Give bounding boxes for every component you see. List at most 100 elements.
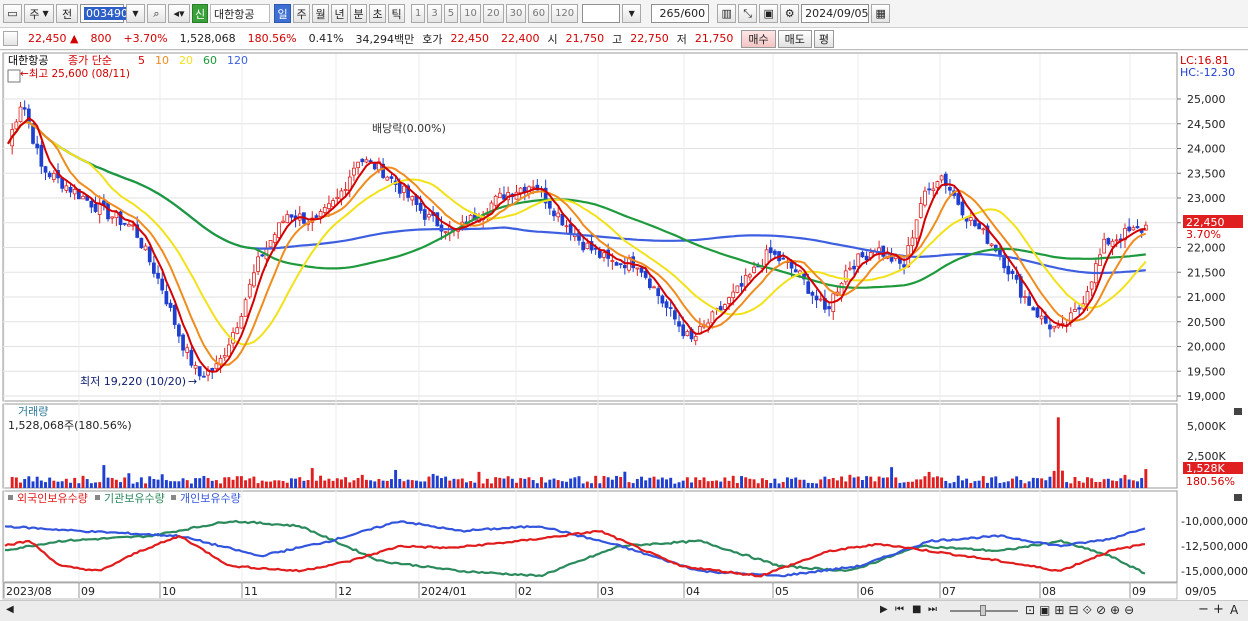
zoom-out-icon[interactable]: −: [1198, 602, 1209, 617]
speaker-icon[interactable]: ◂▾: [168, 4, 190, 23]
save-icon[interactable]: ▣: [759, 4, 779, 23]
volume-bar: [515, 482, 518, 488]
rewind-icon[interactable]: ⏮: [895, 604, 904, 615]
period-tab-2[interactable]: 월: [312, 4, 329, 23]
interval-button-120[interactable]: 120: [551, 4, 579, 23]
low-marker: 최저 19,220 (10/20): [80, 375, 186, 388]
volume-bar: [631, 483, 635, 488]
x-tick-label: 04: [686, 585, 700, 598]
ma-legend: 5 10 20 60 120: [138, 54, 248, 67]
candle-body: [1027, 296, 1031, 306]
chart-area[interactable]: 25,00024,50024,00023,50023,00022,50022,0…: [0, 51, 1248, 621]
chart-tools-icons[interactable]: ⊡▣⊞⊟⟐⊘⊕⊖: [1025, 603, 1139, 617]
candle-body: [531, 186, 536, 189]
volume-bar: [414, 480, 418, 488]
volume-bar: [590, 483, 593, 488]
candle-body: [222, 355, 227, 358]
search-icon[interactable]: ⌕: [147, 4, 166, 23]
panel-config-icon[interactable]: [7, 69, 21, 83]
candle-body: [622, 264, 627, 269]
zoom-slider-handle[interactable]: [980, 605, 986, 616]
forward-icon[interactable]: ⏭: [928, 604, 937, 615]
interval-button-60[interactable]: 60: [528, 4, 550, 23]
zoom-in-icon[interactable]: +: [1213, 602, 1224, 617]
prefix-button[interactable]: 전: [56, 4, 78, 23]
volume-bar: [556, 480, 560, 488]
period-tab-1[interactable]: 주: [293, 4, 310, 23]
holding-close-icon[interactable]: [1234, 494, 1242, 501]
candle-body: [1002, 257, 1006, 269]
candle-body: [960, 201, 965, 216]
gear-icon[interactable]: ⚙: [780, 4, 800, 23]
candle-body: [127, 223, 131, 227]
volume-bar: [756, 483, 760, 488]
candle-body: [660, 295, 665, 304]
change-value: 800: [90, 32, 112, 45]
count-display[interactable]: 265/600: [651, 4, 710, 23]
volume-bar: [298, 477, 302, 488]
custom-interval-input[interactable]: [582, 4, 621, 23]
candle-body: [172, 304, 177, 325]
chart-type-icon[interactable]: ▥: [717, 4, 737, 23]
code-dropdown-icon[interactable]: ▼: [126, 4, 145, 23]
interval-button-5[interactable]: 5: [443, 4, 459, 23]
volume-bar: [73, 477, 77, 488]
sell-button[interactable]: 매도: [777, 29, 812, 48]
volume-bar: [260, 480, 264, 488]
volume-bar: [948, 483, 952, 488]
interval-button-30[interactable]: 30: [505, 4, 527, 23]
chart-canvas[interactable]: 25,00024,50024,00023,50023,00022,50022,0…: [0, 51, 1248, 600]
y-tick-label: 25,000: [1187, 93, 1226, 106]
stock-code-input[interactable]: 003490: [80, 4, 130, 23]
candle-body: [581, 241, 586, 251]
draw-tool-icon[interactable]: ⤡: [738, 4, 758, 23]
market-select[interactable]: 주 ▼: [24, 4, 54, 23]
candle-body: [902, 264, 906, 268]
period-tab-0[interactable]: 일: [274, 4, 291, 23]
stop-icon[interactable]: ■: [912, 604, 922, 615]
volume-bar: [181, 478, 185, 488]
eval-button[interactable]: 평: [813, 29, 835, 48]
candle-body: [860, 252, 865, 258]
interval-button-1[interactable]: 1: [411, 4, 426, 23]
calendar-icon[interactable]: ▦: [871, 4, 891, 23]
period-tab-4[interactable]: 분: [350, 4, 367, 23]
buy-button[interactable]: 매수: [741, 29, 776, 48]
volume-bar: [502, 478, 506, 488]
window-icon[interactable]: ▭: [3, 4, 22, 23]
volume-bar: [356, 478, 360, 488]
volume-bar: [269, 481, 273, 488]
volume-bar: [548, 479, 552, 488]
volume-bar: [598, 483, 602, 488]
auto-scale-icon[interactable]: A: [1230, 603, 1239, 617]
volume-bar: [898, 482, 902, 488]
interval-button-20[interactable]: 20: [482, 4, 504, 23]
interval-dropdown-icon[interactable]: ▼: [622, 4, 642, 23]
volume-bar: [623, 471, 627, 488]
candle-body: [289, 214, 294, 218]
quote-toggle-icon[interactable]: [3, 31, 18, 46]
candle-body: [322, 207, 327, 213]
volume-close-icon[interactable]: [1234, 408, 1242, 415]
x-tick-label: 08: [1042, 585, 1056, 598]
scroll-left-icon[interactable]: ◀: [6, 604, 14, 615]
interval-button-3[interactable]: 3: [427, 4, 442, 23]
interval-button-10[interactable]: 10: [460, 4, 481, 23]
credit-tag[interactable]: 신: [192, 4, 208, 23]
volume-bar: [85, 479, 89, 488]
volume-bar: [627, 482, 631, 488]
volume-panel-frame: [2, 403, 1178, 489]
bottom-scrollbar[interactable]: ◀ ▶ ⏮ ■ ⏭ ⊡▣⊞⊟⟐⊘⊕⊖ − + A: [0, 600, 1248, 621]
period-tab-5[interactable]: 초: [369, 4, 386, 23]
volume-bar: [202, 475, 206, 488]
volume-bar: [306, 480, 310, 488]
volume-bar: [331, 480, 335, 488]
volume-bar: [810, 483, 814, 488]
period-tab-6[interactable]: 틱: [388, 4, 405, 23]
period-tab-3[interactable]: 년: [331, 4, 348, 23]
y-tick-label: 19,000: [1187, 390, 1226, 403]
date-input[interactable]: 2024/09/05: [801, 4, 870, 23]
volume-bar: [531, 480, 535, 488]
scroll-right-icon[interactable]: ▶: [880, 604, 888, 615]
